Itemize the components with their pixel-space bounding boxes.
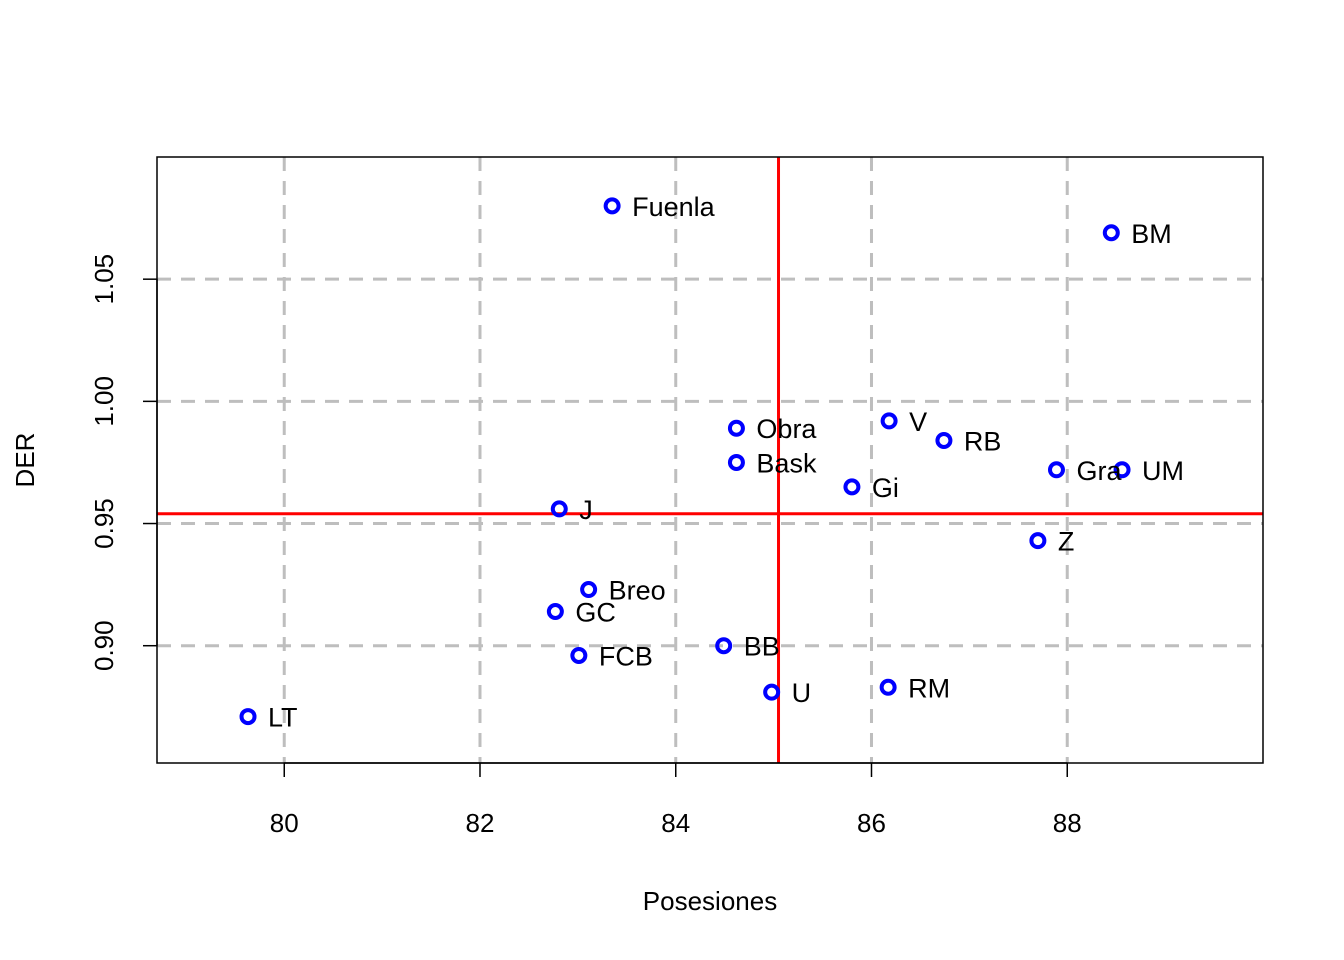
y-tick-label: 0.90 [89, 620, 119, 671]
point-label: Z [1058, 527, 1075, 557]
x-tick-label: 86 [857, 808, 886, 838]
point-label: Breo [609, 576, 666, 606]
point-label: Gra [1076, 456, 1122, 486]
data-point [603, 197, 621, 215]
data-point [550, 500, 568, 518]
x-axis-label: Posesiones [643, 886, 777, 916]
data-point [1047, 461, 1065, 479]
point-label: J [579, 495, 593, 525]
data-point [879, 678, 897, 696]
x-axis: 80 82 84 86 88 [270, 762, 1082, 838]
x-tick-label: 84 [661, 808, 690, 838]
data-point [546, 603, 564, 620]
grid-layer [157, 157, 1263, 763]
data-point [880, 412, 898, 430]
data-point [580, 581, 598, 599]
data-point [935, 431, 953, 449]
data-point [1029, 532, 1047, 550]
data-point [715, 637, 733, 655]
point-label: BM [1131, 219, 1172, 249]
point-label: Bask [756, 448, 817, 478]
y-axis-label: DER [10, 433, 40, 488]
point-label: RB [964, 426, 1002, 456]
reference-lines [157, 157, 1263, 763]
data-point [843, 478, 861, 496]
x-tick-label: 88 [1053, 808, 1082, 838]
point-label: RM [908, 673, 950, 703]
data-point [727, 453, 745, 471]
point-label: Fuenla [632, 192, 716, 222]
point-label: Gi [872, 473, 899, 503]
data-point [1102, 224, 1120, 242]
data-point [239, 708, 257, 726]
point-label: FCB [599, 641, 653, 671]
data-point [727, 419, 745, 437]
point-label: GC [575, 598, 616, 628]
y-tick-label: 1.00 [89, 376, 119, 427]
x-tick-label: 82 [466, 808, 495, 838]
point-label: V [909, 407, 927, 437]
point-label: LT [268, 703, 298, 733]
y-axis: 0.90 0.95 1.00 1.05 [89, 254, 158, 671]
point-label: U [792, 678, 812, 708]
y-tick-label: 0.95 [89, 498, 119, 549]
point-label: BB [744, 632, 780, 662]
data-point [570, 646, 588, 664]
data-point [763, 683, 781, 701]
point-label: Obra [756, 414, 817, 444]
point-label: UM [1142, 456, 1184, 486]
x-tick-label: 80 [270, 808, 299, 838]
y-tick-label: 1.05 [89, 254, 119, 305]
data-point [1113, 461, 1131, 479]
data-points [239, 197, 1131, 726]
